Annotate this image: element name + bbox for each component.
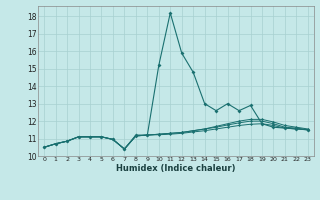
- X-axis label: Humidex (Indice chaleur): Humidex (Indice chaleur): [116, 164, 236, 173]
